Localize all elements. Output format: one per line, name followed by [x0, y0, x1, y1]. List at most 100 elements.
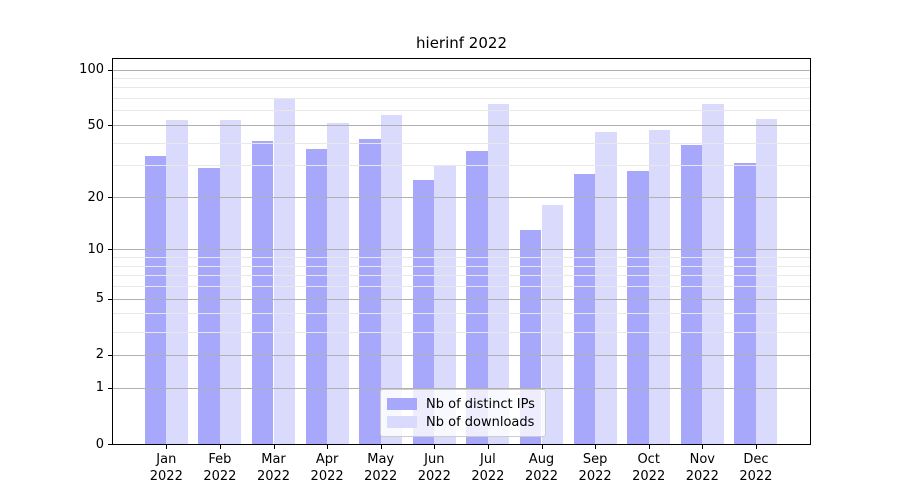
bar-distinct-ips-feb [198, 168, 220, 444]
y-tick-mark-100 [108, 69, 112, 71]
x-tick-year: 2022 [256, 469, 291, 484]
bar-downloads-aug [541, 205, 564, 444]
bar-downloads-may [380, 114, 403, 444]
minor-gridline-6 [113, 286, 810, 288]
bar-downloads-jun [434, 165, 456, 444]
bar-distinct-ips-may [359, 138, 381, 444]
x-tick-month: Aug [528, 452, 555, 467]
x-tick-mark-jul [487, 445, 489, 449]
x-tick-mark-apr [327, 445, 329, 449]
y-tick-mark-20 [108, 197, 112, 198]
minor-gridline-4 [113, 313, 810, 315]
x-tick-mark-feb [219, 445, 221, 449]
x-tick-month: Jan [156, 452, 177, 467]
y-tick-mark-5 [108, 298, 112, 300]
x-tick-label-jun: Jun 2022 [402, 451, 466, 485]
minor-gridline-90 [113, 78, 810, 79]
x-tick-mark-oct [648, 445, 650, 449]
x-tick-mark-aug [541, 445, 543, 449]
minor-gridline-30 [113, 165, 810, 167]
legend-label-downloads: Nb of downloads [426, 414, 535, 430]
y-tick-mark-10 [108, 249, 112, 251]
legend-label-distinct-ips: Nb of distinct IPs [426, 396, 535, 412]
x-tick-month: Jun [424, 452, 445, 467]
bar-distinct-ips-nov [680, 144, 703, 444]
y-tick-label-10: 10 [87, 241, 104, 257]
bar-distinct-ips-apr [305, 148, 328, 444]
minor-gridline-80 [113, 87, 810, 89]
x-tick-year: 2022 [739, 469, 773, 484]
x-tick-mark-dec [755, 445, 757, 449]
x-tick-label-may: May 2022 [349, 451, 413, 485]
x-tick-year: 2022 [417, 469, 451, 484]
x-tick-year: 2022 [203, 469, 237, 484]
minor-gridline-8 [113, 265, 810, 267]
x-tick-label-jan: Jan 2022 [134, 451, 198, 485]
x-tick-month: Jul [480, 452, 496, 467]
legend-swatch-downloads [387, 416, 417, 428]
x-tick-mark-sep [595, 445, 597, 449]
x-tick-year: 2022 [632, 469, 666, 484]
bar-downloads-jul [487, 104, 510, 444]
x-tick-mark-may [380, 445, 382, 449]
minor-gridline-7 [113, 275, 810, 277]
x-tick-year: 2022 [149, 469, 183, 484]
legend-item-downloads: Nb of downloads [387, 413, 537, 431]
x-tick-month: Nov [689, 452, 715, 467]
bar-distinct-ips-mar [251, 140, 274, 444]
x-tick-label-sep: Sep 2022 [563, 451, 627, 485]
x-tick-year: 2022 [364, 469, 398, 484]
bar-distinct-ips-jan [144, 155, 167, 444]
minor-gridline-3 [113, 331, 810, 333]
major-gridline-10 [113, 249, 810, 251]
x-tick-month: Dec [743, 452, 769, 467]
x-tick-month: May [367, 452, 395, 467]
major-gridline-2 [113, 354, 810, 356]
x-tick-label-jul: Jul 2022 [456, 451, 520, 485]
major-gridline-100 [113, 69, 810, 71]
x-tick-year: 2022 [578, 469, 612, 484]
x-tick-year: 2022 [524, 469, 559, 484]
x-tick-label-dec: Dec 2022 [724, 451, 788, 485]
x-tick-mark-nov [702, 445, 704, 449]
major-gridline-50 [113, 125, 810, 126]
y-tick-label-0: 0 [95, 436, 104, 452]
legend-item-distinct-ips: Nb of distinct IPs [387, 395, 537, 413]
bar-distinct-ips-sep [573, 173, 596, 444]
x-tick-month: Apr [315, 452, 339, 467]
bar-downloads-apr [327, 123, 349, 444]
x-tick-month: Mar [261, 452, 286, 467]
bar-distinct-ips-dec [734, 162, 756, 444]
y-tick-label-20: 20 [87, 189, 104, 205]
x-tick-label-feb: Feb 2022 [188, 451, 252, 485]
y-tick-mark-0 [108, 444, 112, 445]
plot-area [113, 59, 810, 444]
y-tick-label-100: 100 [79, 62, 104, 77]
major-gridline-1 [113, 387, 810, 389]
x-tick-year: 2022 [471, 469, 505, 484]
legend: Nb of distinct IPs Nb of downloads [380, 389, 546, 437]
bar-distinct-ips-oct [627, 170, 649, 444]
x-tick-month: Oct [637, 452, 660, 467]
y-tick-label-50: 50 [87, 117, 104, 133]
major-gridline-20 [113, 197, 810, 198]
minor-gridline-40 [113, 142, 810, 144]
x-tick-mark-mar [273, 445, 275, 449]
x-tick-label-aug: Aug 2022 [510, 451, 574, 485]
bar-downloads-mar [273, 98, 296, 444]
bar-downloads-nov [702, 104, 724, 444]
bar-distinct-ips-jul [466, 151, 488, 444]
minor-gridline-70 [113, 98, 810, 100]
legend-swatch-distinct-ips [387, 398, 417, 410]
x-tick-month: Feb [208, 452, 232, 467]
y-tick-mark-50 [108, 125, 112, 126]
x-tick-mark-jan [166, 445, 168, 449]
x-tick-label-apr: Apr 2022 [295, 451, 359, 485]
bar-downloads-dec [755, 118, 778, 444]
x-tick-month: Sep [582, 452, 608, 467]
x-tick-year: 2022 [685, 469, 719, 484]
x-tick-label-mar: Mar 2022 [242, 451, 306, 485]
y-tick-label-2: 2 [95, 347, 104, 363]
bar-distinct-ips-jun [412, 179, 435, 444]
